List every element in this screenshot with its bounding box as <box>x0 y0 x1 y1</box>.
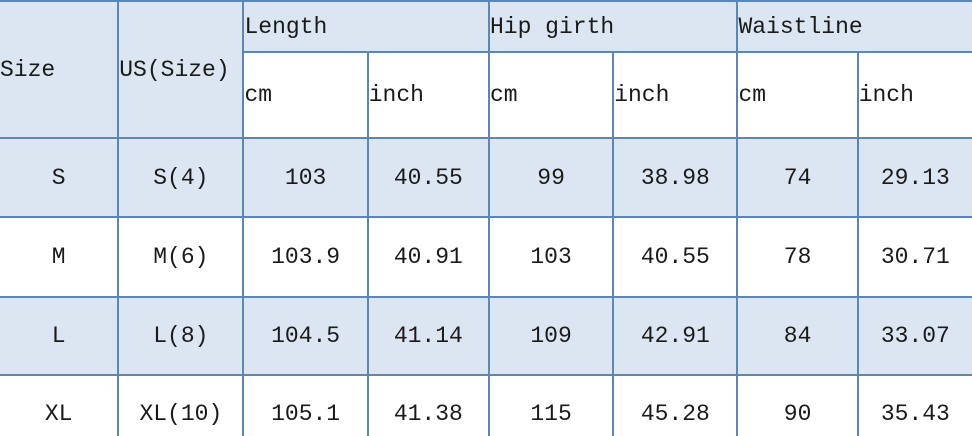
header-group-waistline: Waistline <box>736 0 972 53</box>
cell-s-size: S <box>0 137 120 218</box>
cell-s-length-inch: 40.55 <box>366 137 490 218</box>
cell-s-waist-cm: 74 <box>736 137 859 218</box>
subheader-length-inch: inch <box>366 51 490 139</box>
cell-xl-hip-cm: 115 <box>487 374 615 436</box>
cell-l-length-cm: 104.5 <box>242 296 369 376</box>
table-row-l: L L(8) 104.5 41.14 109 42.91 84 33.07 <box>0 296 972 376</box>
subheader-hip-cm: cm <box>487 51 615 139</box>
cell-l-size: L <box>0 296 120 376</box>
subheader-waist-inch: inch <box>856 51 972 139</box>
cell-xl-length-cm: 105.1 <box>242 374 369 436</box>
cell-l-waist-inch: 33.07 <box>856 296 972 376</box>
cell-s-us-size: S(4) <box>117 137 245 218</box>
cell-m-size: M <box>0 216 120 298</box>
header-row-units: cm inch cm inch cm inch <box>0 51 972 139</box>
cell-xl-waist-inch: 35.43 <box>856 374 972 436</box>
cell-s-waist-inch: 29.13 <box>856 137 972 218</box>
cell-m-length-cm: 103.9 <box>242 216 369 298</box>
table-row-m: M M(6) 103.9 40.91 103 40.55 78 30.71 <box>0 216 972 298</box>
header-row-groups: Size US(Size) Length Hip girth Waistline <box>0 0 972 139</box>
cell-m-us-size: M(6) <box>117 216 245 298</box>
header-group-length: Length <box>242 0 490 53</box>
cell-l-hip-inch: 42.91 <box>612 296 739 376</box>
cell-l-waist-cm: 84 <box>736 296 859 376</box>
cell-m-hip-cm: 103 <box>487 216 615 298</box>
cell-s-hip-cm: 99 <box>487 137 615 218</box>
cell-m-waist-inch: 30.71 <box>856 216 972 298</box>
cell-xl-us-size: XL(10) <box>117 374 245 436</box>
header-size: Size <box>0 0 120 139</box>
subheader-waist-cm: cm <box>736 51 859 139</box>
cell-m-hip-inch: 40.55 <box>612 216 739 298</box>
cell-xl-waist-cm: 90 <box>736 374 859 436</box>
cell-xl-size: XL <box>0 374 120 436</box>
subheader-hip-inch: inch <box>612 51 739 139</box>
header-group-hip-girth: Hip girth <box>487 0 739 53</box>
cell-xl-length-inch: 41.38 <box>366 374 490 436</box>
cell-m-length-inch: 40.91 <box>366 216 490 298</box>
cell-l-us-size: L(8) <box>117 296 245 376</box>
cell-l-length-inch: 41.14 <box>366 296 490 376</box>
header-us-size: US(Size) <box>117 0 245 139</box>
subheader-length-cm: cm <box>242 51 369 139</box>
cell-l-hip-cm: 109 <box>487 296 615 376</box>
table-row-s: S S(4) 103 40.55 99 38.98 74 29.13 <box>0 137 972 218</box>
table-row-xl: XL XL(10) 105.1 41.38 115 45.28 90 35.43 <box>0 374 972 436</box>
cell-m-waist-cm: 78 <box>736 216 859 298</box>
cell-s-length-cm: 103 <box>242 137 369 218</box>
cell-xl-hip-inch: 45.28 <box>612 374 739 436</box>
cell-s-hip-inch: 38.98 <box>612 137 739 218</box>
